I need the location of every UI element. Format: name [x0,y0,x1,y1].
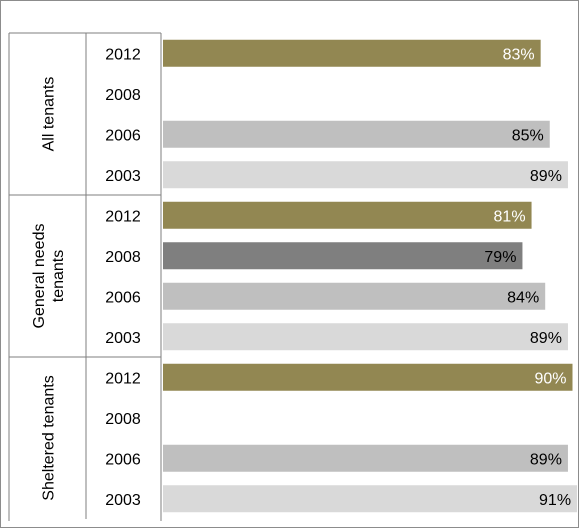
year-tick-label: 2012 [105,46,141,63]
year-tick-label: 2006 [105,127,141,144]
data-label: 89% [530,330,562,347]
year-tick-label: 2003 [105,168,141,185]
bar [163,120,550,148]
year-tick-label: 2012 [105,208,141,225]
data-label: 89% [530,451,562,468]
year-tick-label: 2006 [105,451,141,468]
year-tick-label: 2006 [105,289,141,306]
data-label: 81% [494,208,526,225]
data-label: 91% [539,492,571,509]
data-label: 90% [534,370,566,387]
data-label: 84% [507,289,539,306]
bar [163,161,568,189]
year-tick-label: 2008 [105,87,141,104]
group-label-line: tenants [50,250,67,302]
data-label: 79% [484,249,516,266]
bar [163,323,568,351]
bar [163,282,546,310]
bar [163,485,578,513]
group-label: General needs tenants [31,224,67,329]
year-tick-label: 2003 [105,492,141,509]
group-label-line: General needs [31,224,48,329]
bar [163,444,568,472]
group-label-line: Sheltered tenants [41,375,58,500]
bar [163,242,523,270]
bar [163,39,541,67]
bar [163,363,573,391]
year-tick-label: 2003 [105,330,141,347]
group-label: All tenants [41,77,58,152]
year-tick-label: 2008 [105,249,141,266]
year-tick-label: 2012 [105,370,141,387]
data-label: 83% [503,46,535,63]
group-label-line: All tenants [41,77,58,152]
group-label: Sheltered tenants [41,375,58,500]
year-tick-label: 2008 [105,411,141,428]
data-label: 85% [512,127,544,144]
data-label: 89% [530,168,562,185]
bar [163,201,532,229]
